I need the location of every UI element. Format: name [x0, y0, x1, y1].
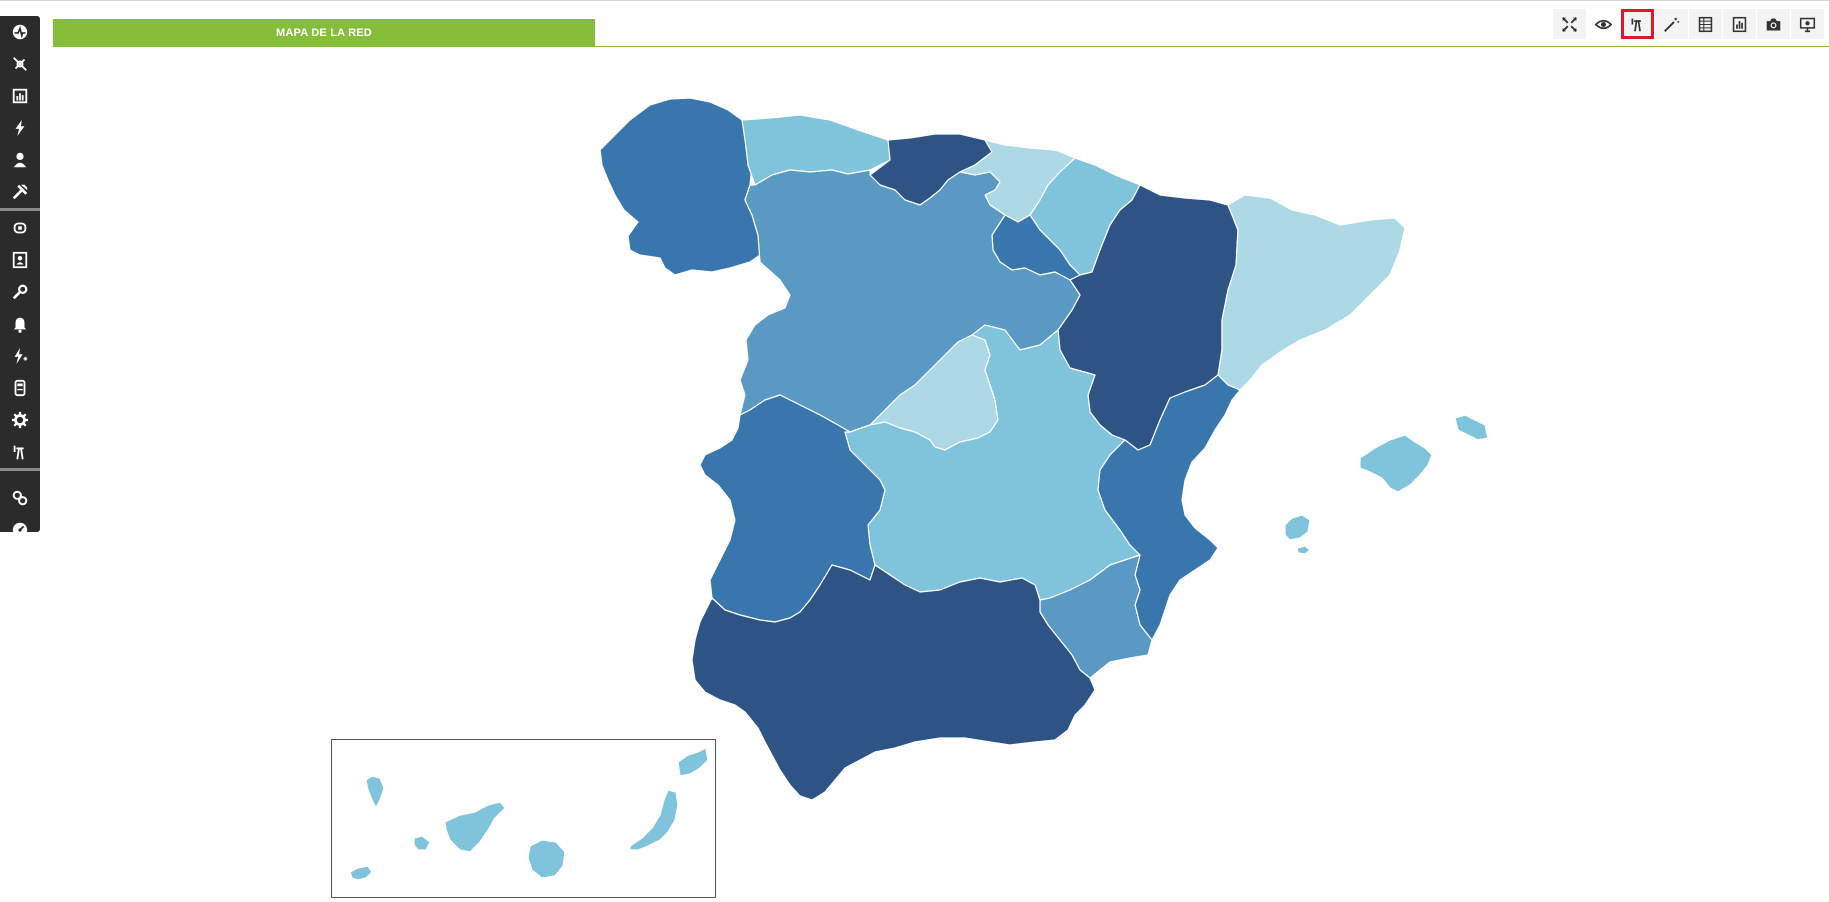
page-title: MAPA DE LA RED: [53, 19, 595, 46]
magic-wand-icon[interactable]: [1655, 9, 1688, 39]
meter-icon[interactable]: [0, 372, 40, 404]
region-baleares-formentera[interactable]: [1296, 545, 1311, 555]
report-chart-icon[interactable]: [0, 80, 40, 112]
region-canarias-tenerife[interactable]: [444, 801, 506, 853]
title-underline: [53, 46, 1829, 47]
wrench-icon[interactable]: [0, 276, 40, 308]
gear-icon[interactable]: [0, 404, 40, 436]
screen-icon[interactable]: [1791, 9, 1824, 39]
region-baleares-ibiza[interactable]: [1284, 514, 1311, 541]
region-baleares-menorca[interactable]: [1454, 414, 1489, 441]
pylon-icon[interactable]: [1621, 9, 1654, 39]
region-galicia[interactable]: [599, 97, 761, 276]
bolt-icon[interactable]: [0, 112, 40, 144]
left-sidebar: [0, 16, 40, 538]
region-andalucia[interactable]: [691, 564, 1096, 801]
region-canarias-hierro[interactable]: [349, 865, 373, 881]
region-canarias-gomera[interactable]: [413, 835, 431, 851]
tools-icon[interactable]: [0, 176, 40, 208]
pylon-icon[interactable]: [0, 436, 40, 468]
canary-islands-inset: [331, 739, 716, 898]
sidebar-separator: [0, 468, 40, 471]
camera-icon[interactable]: [1757, 9, 1790, 39]
eye-icon[interactable]: [1587, 9, 1620, 39]
user-icon[interactable]: [0, 144, 40, 176]
power-plug-icon[interactable]: [0, 212, 40, 244]
region-canarias-lanzarote[interactable]: [677, 747, 709, 777]
region-valenciana[interactable]: [1097, 374, 1241, 641]
bar-chart-icon[interactable]: [1723, 9, 1756, 39]
region-canarias-fuerteventura[interactable]: [629, 789, 679, 851]
bell-icon[interactable]: [0, 308, 40, 340]
bolt-plus-icon[interactable]: [0, 340, 40, 372]
fullscreen-icon[interactable]: [1553, 9, 1586, 39]
dashboard-icon[interactable]: [0, 16, 40, 48]
sidebar-separator: [0, 208, 40, 211]
table-icon[interactable]: [1689, 9, 1722, 39]
top-border: [0, 0, 1829, 1]
region-baleares-mallorca[interactable]: [1359, 434, 1433, 493]
contact-card-icon[interactable]: [0, 244, 40, 276]
network-off-icon[interactable]: [0, 48, 40, 80]
gauge-icon[interactable]: [0, 514, 40, 546]
region-canarias-lapalma[interactable]: [365, 775, 385, 809]
region-canarias-grancanaria[interactable]: [527, 839, 566, 879]
link-icon[interactable]: [0, 482, 40, 514]
region-cataluna[interactable]: [1217, 194, 1406, 391]
